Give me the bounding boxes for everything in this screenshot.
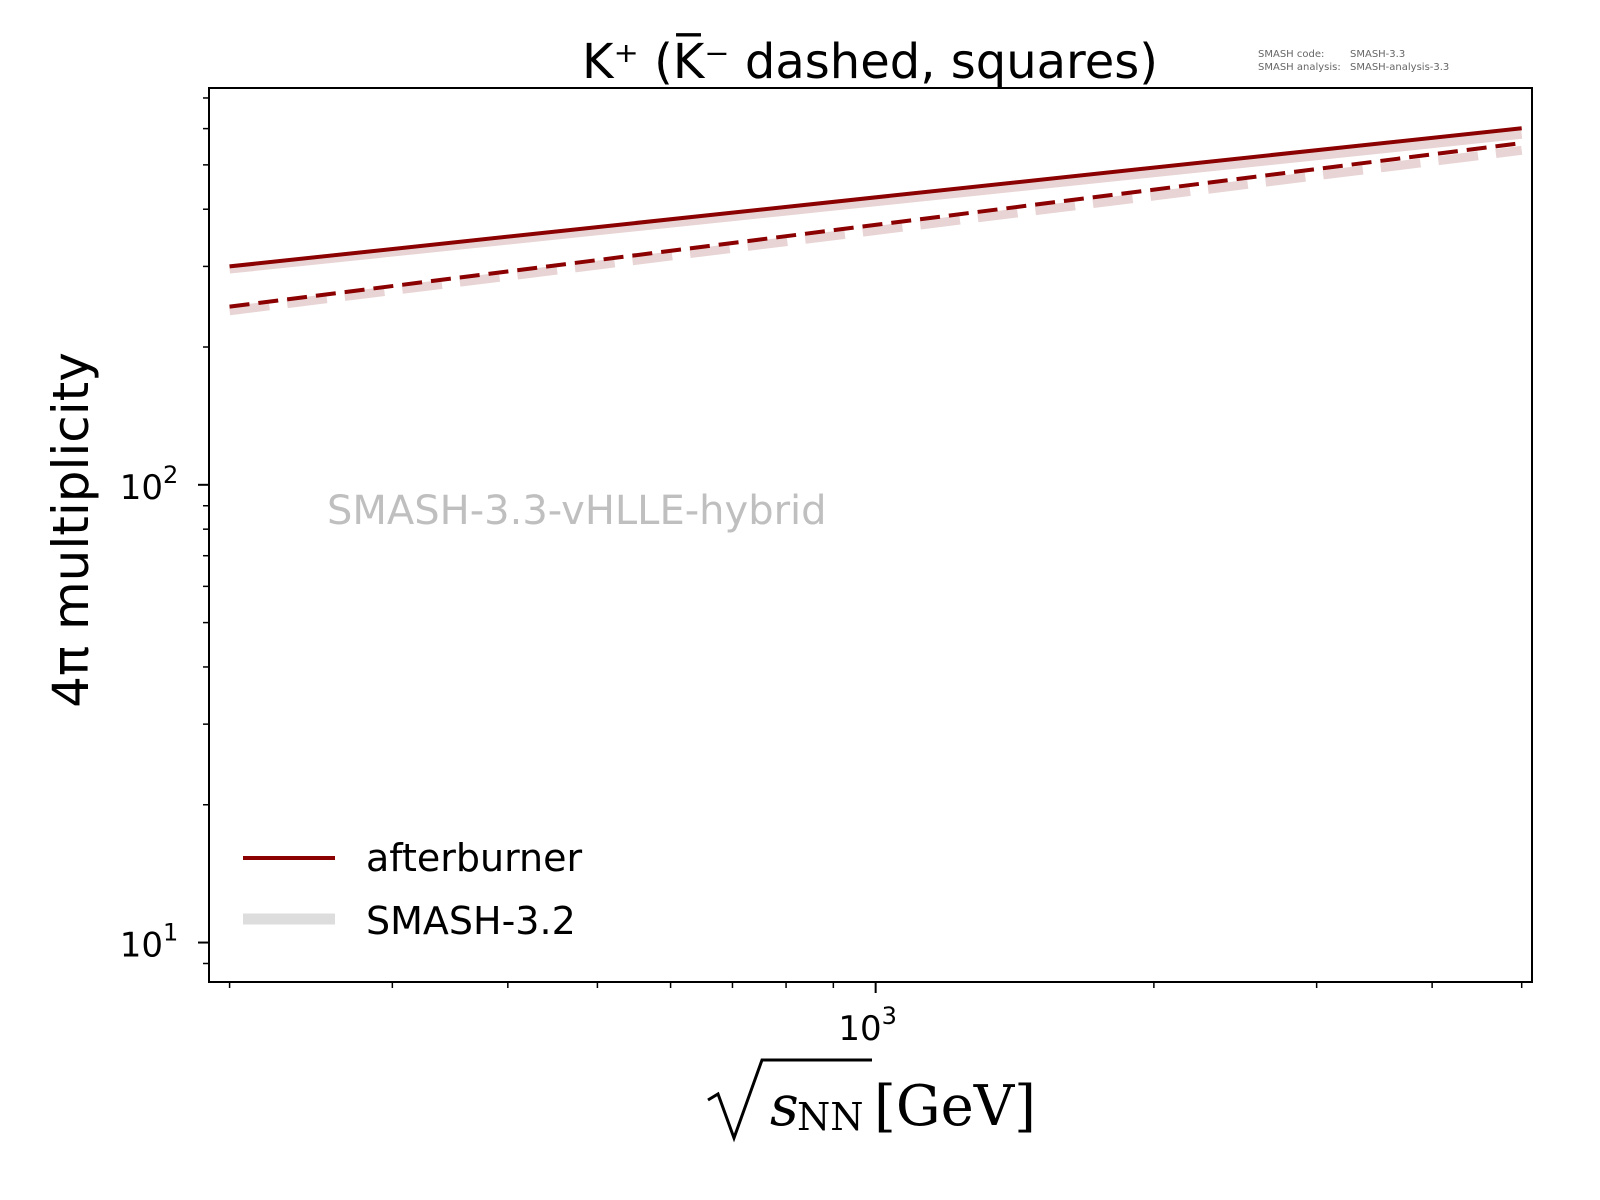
x-label-sub: NN: [797, 1095, 864, 1139]
y-tick-exponent: 2: [163, 461, 178, 489]
y-tick-exponent: 1: [163, 919, 178, 947]
x-axis-label: s NN [GeV]: [707, 1058, 1036, 1143]
x-label-unit: [GeV]: [874, 1074, 1036, 1139]
series-line-smash-3-2-kplus: [229, 129, 1523, 274]
meta-analysis-value: SMASH-analysis-3.3: [1350, 62, 1449, 73]
meta-analysis-label: SMASH analysis:: [1258, 62, 1341, 73]
meta-code-label: SMASH code:: [1258, 49, 1324, 60]
series-layer: [229, 126, 1523, 316]
x-tick-label: 103: [838, 1002, 897, 1049]
legend-label-smash-3-2: SMASH-3.2: [366, 899, 576, 943]
legend-label-afterburner: afterburner: [366, 836, 583, 880]
x-tick-exponent: 3: [882, 1002, 897, 1030]
series-line-smash-3-2-kminus: [229, 145, 1523, 316]
y-axis-label: 4π multiplicity: [42, 352, 100, 708]
sqrt-sign: [707, 1058, 872, 1143]
meta-code-value: SMASH-3.3: [1350, 49, 1405, 60]
y-tick-label: 101: [120, 919, 179, 966]
watermark-annotation: SMASH-3.3-vHLLE-hybrid: [327, 488, 827, 534]
x-label-var: s: [770, 1074, 799, 1139]
plot-frame: [208, 87, 1533, 983]
series-line-afterburner-kplus: [229, 126, 1522, 269]
y-tick-label: 102: [120, 461, 179, 508]
chart-title: K⁺ (K̅⁻ dashed, squares): [582, 32, 1158, 90]
series-line-afterburner-kminus: [229, 141, 1522, 309]
